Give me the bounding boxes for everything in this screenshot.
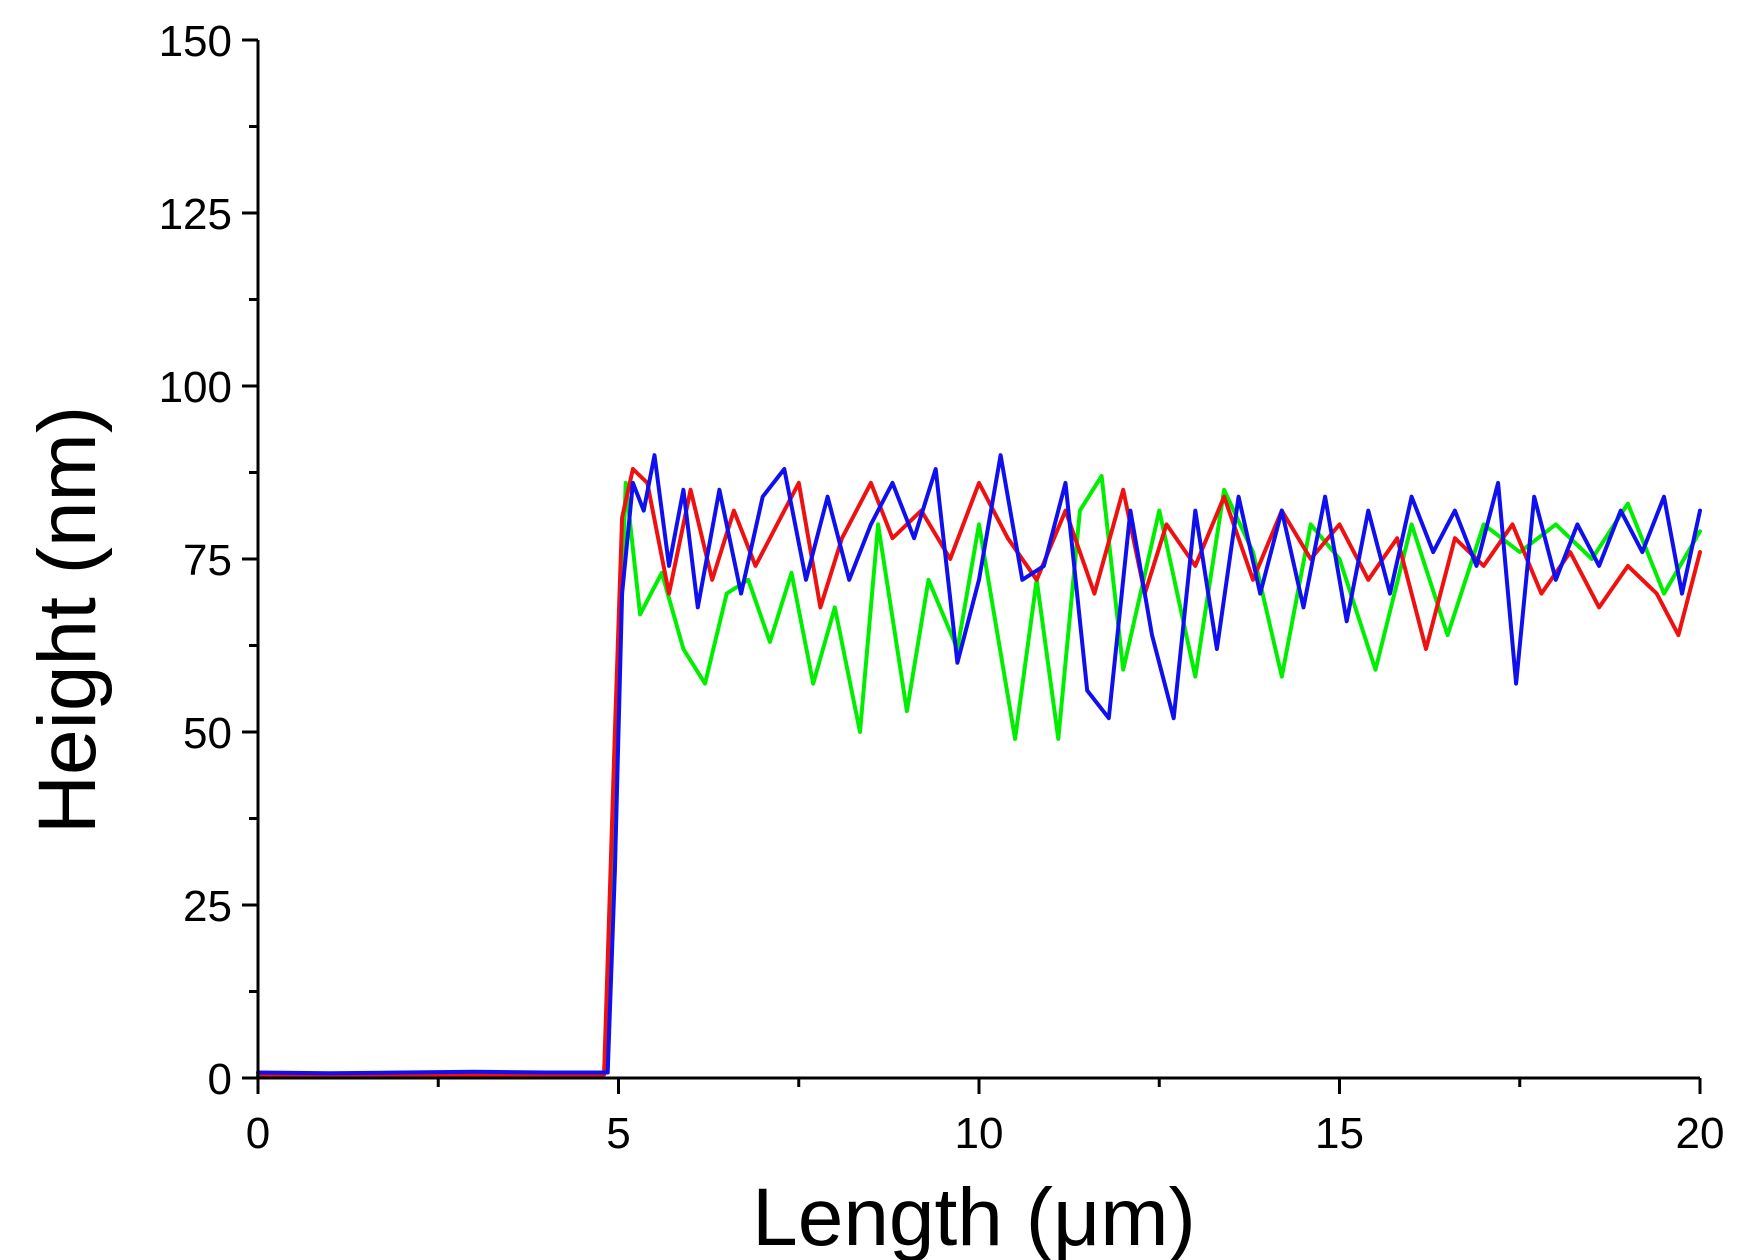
- y-axis-title: Height (nm): [22, 406, 113, 834]
- series-line-3: [256, 453, 1702, 1076]
- series-layer: [256, 453, 1702, 1078]
- y-tick-label: 25: [183, 882, 232, 931]
- y-tick-label: 0: [208, 1055, 232, 1104]
- x-tick-label: 0: [246, 1109, 270, 1158]
- x-tick-label: 15: [1315, 1109, 1364, 1158]
- y-tick-label: 150: [159, 17, 232, 66]
- series-line-1: [256, 474, 1702, 1077]
- y-tick-label: 50: [183, 709, 232, 758]
- y-tick-label: 75: [183, 536, 232, 585]
- tick-labels: 0 25 50 75 100 125 150 0 5 10 15 20: [159, 17, 1725, 1158]
- x-tick-label: 5: [606, 1109, 630, 1158]
- y-tick-label: 100: [159, 363, 232, 412]
- x-tick-label: 20: [1676, 1109, 1725, 1158]
- x-tick-label: 10: [955, 1109, 1004, 1158]
- axes: [242, 38, 1702, 1094]
- series-line-2: [256, 467, 1702, 1078]
- y-tick-label: 125: [159, 190, 232, 239]
- x-axis-title: Length (μm): [752, 1172, 1196, 1260]
